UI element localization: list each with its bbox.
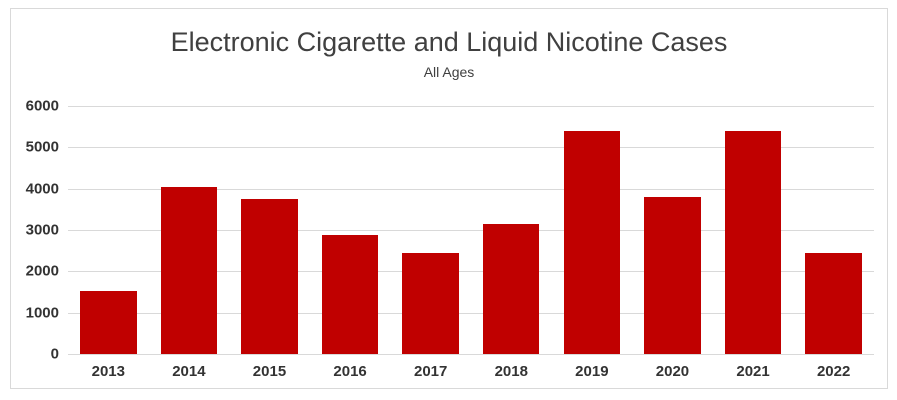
x-axis: 2013 2014 2015 2016 2017 2018 2019 2020 2021 2022: [68, 364, 874, 379]
gridline-4000: [68, 188, 874, 190]
bar-2019: [563, 131, 621, 354]
bar-slot-2015: [229, 106, 310, 354]
chart-frame: Electronic Cigarette and Liquid Nicotine…: [10, 8, 888, 389]
bar-slot-2013: [68, 106, 149, 354]
y-tick-label-4000: 4000: [25, 180, 59, 198]
gridline-6000: [68, 106, 874, 107]
x-tick-label-2018: 2018: [494, 363, 528, 380]
y-tick-label-2000: 2000: [25, 262, 59, 280]
bar-2022: [805, 253, 862, 354]
x-tick-label-2020: 2020: [655, 363, 690, 380]
x-tick-label-2017: 2017: [413, 363, 448, 380]
x-tick-label-2013: 2013: [91, 363, 125, 380]
bar-slot-2020: [632, 106, 713, 354]
gridline-3000: [68, 230, 874, 231]
gridline-1000: [68, 312, 874, 314]
gridline-0: [68, 354, 874, 355]
bar-slot-2016: [310, 106, 391, 354]
bar-slot-2018: [471, 106, 552, 354]
y-axis: 0 1000 2000 3000 4000 5000 6000: [11, 99, 59, 362]
chart-subtitle: All Ages: [423, 64, 475, 80]
bar-2014: [160, 187, 218, 354]
gridline-2000: [68, 271, 874, 273]
bar-slot-2017: [390, 106, 471, 354]
y-tick-label-3000: 3000: [25, 221, 59, 239]
bar-2013: [80, 290, 137, 354]
bar-series: [68, 106, 874, 354]
x-tick-label-2014: 2014: [172, 363, 206, 380]
plot-area: [68, 106, 874, 355]
y-tick-label-0: 0: [50, 345, 59, 363]
bar-slot-2019: [552, 106, 633, 354]
bar-2021: [724, 131, 782, 354]
gridline-5000: [68, 147, 874, 149]
x-tick-label-2019: 2019: [575, 363, 609, 380]
y-tick-label-5000: 5000: [25, 138, 59, 156]
bar-2017: [402, 252, 459, 354]
chart-title: Electronic Cigarette and Liquid Nicotine…: [170, 27, 728, 57]
bar-slot-2022: [793, 106, 874, 354]
x-tick-label-2015: 2015: [252, 363, 287, 380]
bar-2015: [241, 199, 298, 354]
y-tick-label-6000: 6000: [25, 97, 59, 115]
bar-2018: [483, 223, 540, 354]
bar-2020: [644, 196, 701, 354]
bar-2016: [321, 234, 379, 354]
x-tick-label-2016: 2016: [333, 363, 367, 380]
y-tick-label-1000: 1000: [25, 304, 59, 322]
bar-slot-2021: [713, 106, 794, 354]
x-tick-label-2022: 2022: [816, 363, 851, 380]
bar-slot-2014: [149, 106, 230, 354]
x-tick-label-2021: 2021: [736, 363, 770, 380]
